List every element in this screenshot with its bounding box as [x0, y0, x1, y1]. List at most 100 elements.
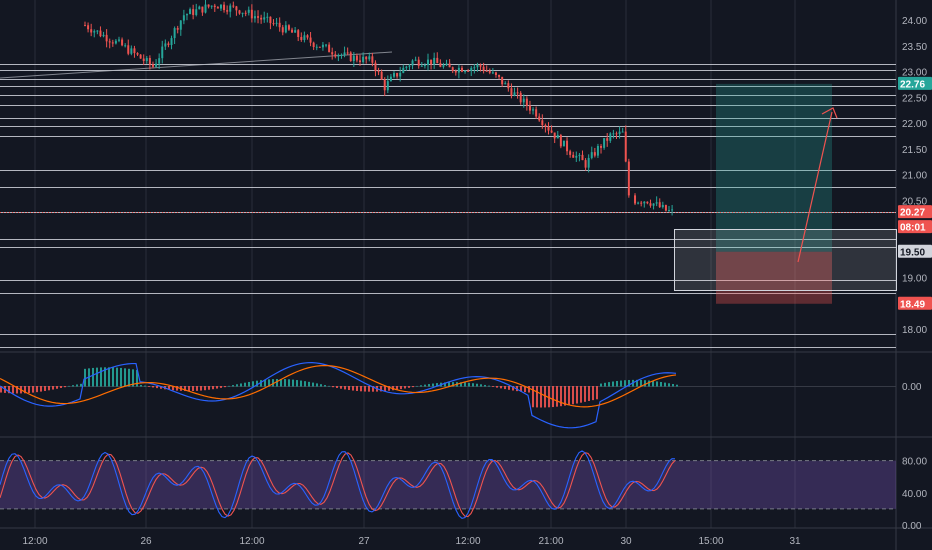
candle-body[interactable] — [377, 71, 380, 73]
candle-body[interactable] — [668, 210, 671, 212]
candle-body[interactable] — [460, 67, 463, 72]
candle-body[interactable] — [130, 48, 133, 54]
candle-body[interactable] — [417, 59, 420, 66]
candle-body[interactable] — [538, 116, 541, 121]
candle-body[interactable] — [244, 12, 247, 14]
candle-body[interactable] — [528, 105, 531, 111]
candle-body[interactable] — [494, 72, 497, 75]
candle-body[interactable] — [566, 140, 569, 152]
candle-body[interactable] — [272, 23, 275, 25]
candle-body[interactable] — [488, 71, 491, 73]
candle-body[interactable] — [269, 16, 272, 24]
candle-body[interactable] — [476, 65, 479, 68]
candle-body[interactable] — [232, 5, 235, 7]
candle-body[interactable] — [328, 44, 331, 53]
candle-body[interactable] — [201, 6, 204, 13]
candle-body[interactable] — [87, 25, 90, 30]
candle-body[interactable] — [102, 34, 105, 37]
candle-body[interactable] — [93, 31, 96, 33]
candle-body[interactable] — [556, 135, 559, 139]
candle-body[interactable] — [621, 131, 624, 133]
candle-body[interactable] — [655, 202, 658, 204]
candle-body[interactable] — [590, 152, 593, 158]
candle-body[interactable] — [420, 65, 423, 67]
candle-body[interactable] — [664, 205, 667, 211]
candle-body[interactable] — [603, 138, 606, 148]
candle-body[interactable] — [550, 130, 553, 133]
candle-body[interactable] — [117, 39, 120, 41]
candle-body[interactable] — [189, 9, 192, 15]
candle-body[interactable] — [473, 67, 476, 69]
candle-body[interactable] — [451, 67, 454, 72]
candle-body[interactable] — [96, 30, 99, 32]
candle-body[interactable] — [442, 65, 445, 67]
candle-body[interactable] — [173, 28, 176, 39]
candle-body[interactable] — [151, 64, 154, 67]
candle-body[interactable] — [532, 109, 535, 111]
candle-body[interactable] — [300, 36, 303, 40]
candle-body[interactable] — [343, 52, 346, 55]
candle-body[interactable] — [535, 109, 538, 117]
candle-body[interactable] — [646, 201, 649, 204]
candle-body[interactable] — [507, 83, 510, 89]
candle-body[interactable] — [671, 209, 674, 211]
candle-body[interactable] — [309, 37, 312, 43]
target-zone[interactable] — [716, 83, 832, 252]
candle-body[interactable] — [90, 29, 93, 33]
candle-body[interactable] — [408, 65, 411, 67]
candle-body[interactable] — [142, 58, 145, 61]
candle-body[interactable] — [349, 52, 352, 62]
candle-body[interactable] — [167, 43, 170, 46]
candle-body[interactable] — [114, 40, 117, 44]
candle-body[interactable] — [155, 63, 158, 67]
candle-body[interactable] — [541, 120, 544, 126]
candle-body[interactable] — [108, 41, 111, 43]
candle-body[interactable] — [318, 46, 321, 48]
candle-body[interactable] — [253, 16, 256, 19]
candle-body[interactable] — [182, 15, 185, 21]
candle-body[interactable] — [192, 9, 195, 15]
candle-body[interactable] — [164, 43, 167, 47]
candle-body[interactable] — [436, 57, 439, 64]
macd-line[interactable] — [0, 362, 677, 429]
candle-body[interactable] — [606, 138, 609, 141]
candle-body[interactable] — [297, 30, 300, 37]
candle-body[interactable] — [389, 76, 392, 82]
candle-body[interactable] — [334, 54, 337, 57]
candle-body[interactable] — [213, 5, 216, 8]
candle-body[interactable] — [281, 27, 284, 33]
candle-body[interactable] — [612, 133, 615, 135]
candle-body[interactable] — [383, 79, 386, 91]
candle-body[interactable] — [482, 66, 485, 71]
candle-body[interactable] — [544, 125, 547, 127]
candle-body[interactable] — [216, 7, 219, 9]
zone-box[interactable] — [674, 229, 897, 291]
candle-body[interactable] — [479, 65, 482, 67]
candle-body[interactable] — [124, 45, 127, 47]
candle-body[interactable] — [498, 74, 501, 77]
candle-body[interactable] — [241, 12, 244, 14]
price-pane[interactable] — [0, 0, 897, 348]
stoch-d-line[interactable] — [0, 452, 676, 518]
candle-body[interactable] — [405, 66, 408, 68]
candle-body[interactable] — [229, 5, 232, 12]
candle-body[interactable] — [393, 73, 395, 77]
candle-body[interactable] — [640, 202, 643, 204]
candle-body[interactable] — [247, 9, 250, 13]
candle-body[interactable] — [457, 67, 460, 73]
candle-body[interactable] — [380, 71, 383, 80]
candle-body[interactable] — [581, 154, 584, 161]
candle-body[interactable] — [158, 58, 161, 64]
candle-body[interactable] — [596, 145, 599, 156]
candle-body[interactable] — [179, 20, 182, 30]
candle-body[interactable] — [491, 72, 494, 74]
candle-body[interactable] — [312, 42, 315, 48]
candle-body[interactable] — [658, 202, 661, 208]
candle-body[interactable] — [266, 16, 269, 18]
candle-body[interactable] — [368, 56, 371, 60]
candle-body[interactable] — [331, 52, 334, 55]
candle-body[interactable] — [553, 132, 556, 139]
candle-body[interactable] — [661, 205, 664, 208]
candle-body[interactable] — [470, 67, 473, 71]
candle-body[interactable] — [652, 203, 655, 206]
